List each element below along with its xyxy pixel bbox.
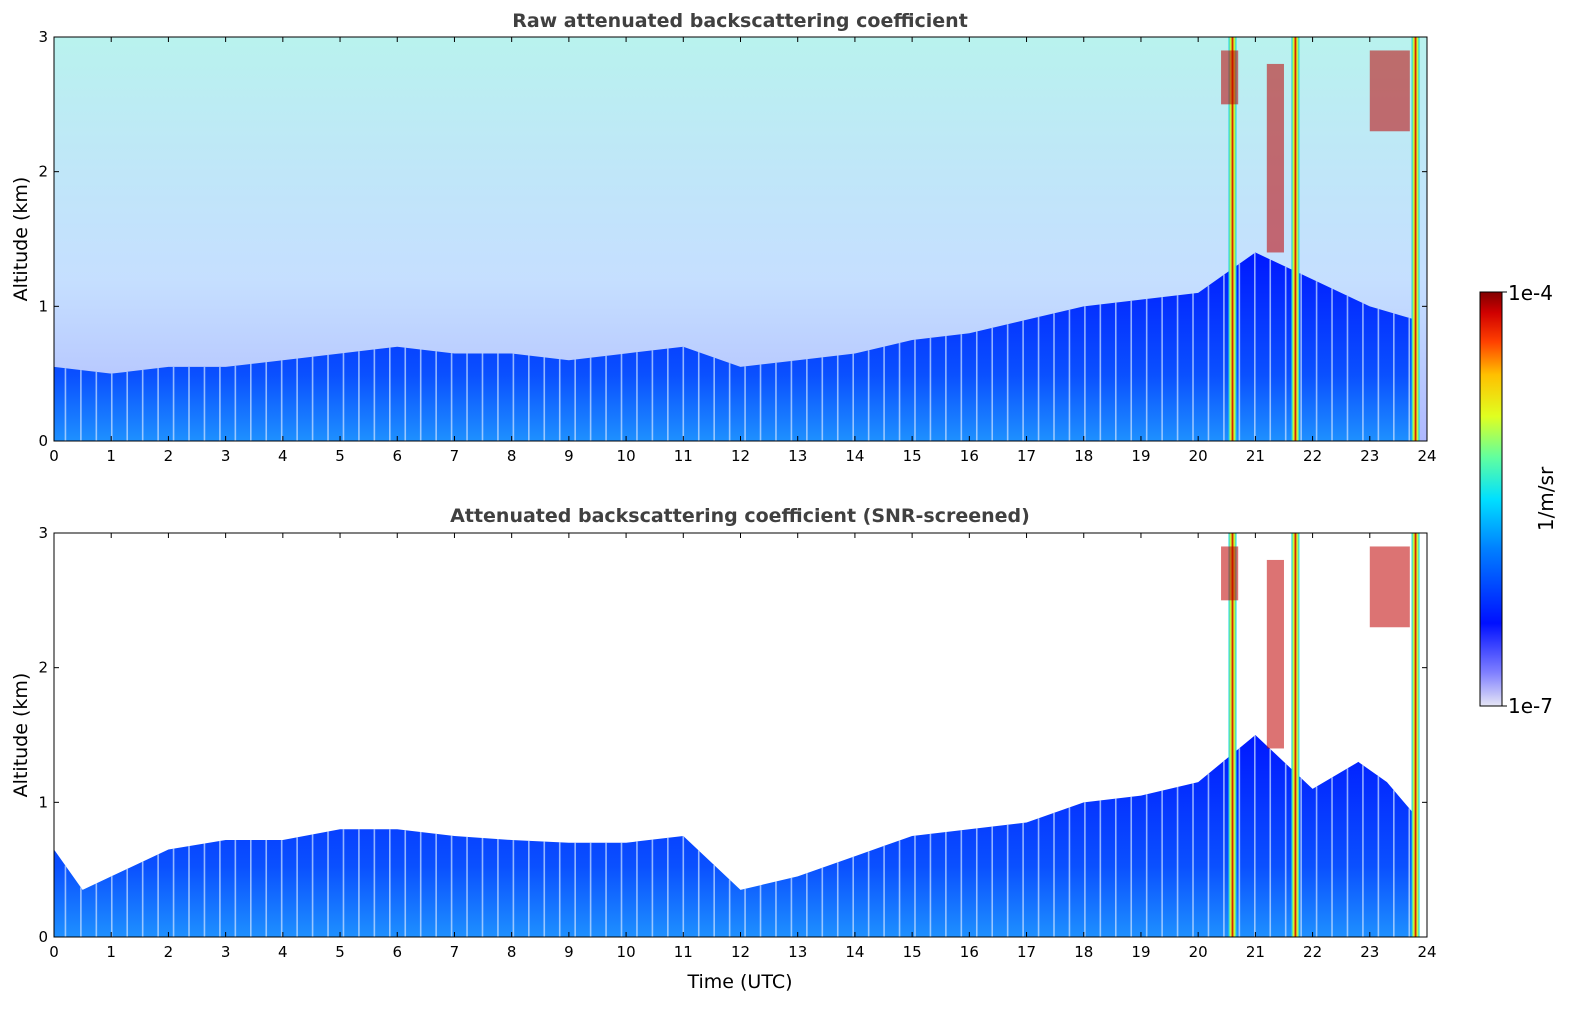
screened-y-axis: 0 1 2 3 [38,524,1427,946]
x-tick-label: 19 [1131,943,1150,961]
x-tick-label: 21 [1246,943,1265,961]
y-tick-label: 3 [38,28,48,46]
x-tick-label: 10 [617,943,636,961]
screened-y-axis-label: Altitude (km) [10,673,32,798]
x-tick-label: 12 [731,943,750,961]
colorbar-gradient [1479,291,1503,707]
x-tick-label: 18 [1074,447,1093,465]
x-tick-label: 9 [564,447,574,465]
cloud-patch [1369,50,1410,132]
x-tick-label: 23 [1360,943,1379,961]
colorbar-min-label: 1e-7 [1508,694,1553,718]
x-tick-label: 6 [392,943,402,961]
x-tick-label: 20 [1189,943,1208,961]
x-tick-label: 3 [221,447,231,465]
x-tick-label: 1 [106,447,116,465]
x-tick-label: 1 [106,943,116,961]
cloud-column [1291,37,1300,441]
x-axis-label: Time (UTC) [686,971,792,993]
boundary-layer-area [54,252,1416,441]
x-tick-label: 0 [49,943,59,961]
x-tick-label: 17 [1017,943,1036,961]
y-tick-label: 2 [38,659,48,677]
x-tick-label: 5 [335,447,345,465]
x-tick-label: 3 [221,943,231,961]
x-tick-label: 7 [450,447,460,465]
raw-chart-title: Raw attenuated backscattering coefficien… [512,10,968,32]
y-tick-label: 1 [38,793,48,811]
cloud-column [1411,533,1420,937]
y-tick-label: 0 [38,432,48,450]
x-tick-label: 4 [278,447,288,465]
x-tick-label: 0 [49,447,59,465]
raw-y-axis: 0 1 2 3 [38,28,1427,450]
x-tick-label: 6 [392,447,402,465]
x-tick-label: 15 [903,447,922,465]
y-tick-label: 0 [38,928,48,946]
x-tick-label: 22 [1303,447,1322,465]
colorbar-unit-label: 1/m/sr [1534,466,1558,531]
cloud-column [1228,37,1237,441]
x-tick-label: 14 [845,447,864,465]
raw-heatmap-area [54,37,1427,441]
raw-y-axis-label: Altitude (km) [10,177,32,302]
colorbar: 1e-4 1e-7 1/m/sr [1479,281,1558,718]
x-tick-label: 2 [164,447,174,465]
x-tick-label: 23 [1360,447,1379,465]
raw-backscatter-panel: Raw attenuated backscattering coefficien… [10,10,1437,465]
x-tick-label: 18 [1074,943,1093,961]
x-tick-label: 4 [278,943,288,961]
x-tick-label: 7 [450,943,460,961]
cloud-patch [1266,63,1284,253]
x-tick-label: 2 [164,943,174,961]
x-tick-label: 17 [1017,447,1036,465]
x-tick-label: 13 [788,447,807,465]
boundary-layer-area [54,735,1416,937]
x-tick-label: 19 [1131,447,1150,465]
x-tick-label: 22 [1303,943,1322,961]
x-tick-label: 12 [731,447,750,465]
x-tick-label: 9 [564,943,574,961]
x-tick-label: 16 [960,943,979,961]
x-tick-label: 8 [507,447,517,465]
cloud-patch [1369,546,1410,628]
x-tick-label: 20 [1189,447,1208,465]
colorbar-max-label: 1e-4 [1508,281,1553,305]
x-tick-label: 24 [1417,943,1436,961]
cloud-patch [1221,50,1239,105]
x-tick-label: 11 [674,943,693,961]
screened-x-axis: 0 1 2 3 4 5 6 7 8 9 10 11 12 13 14 15 16 17 18 19 20 21 22 23 24 [49,533,1437,961]
cloud-patch [1266,559,1284,749]
cloud-patch [1221,546,1239,601]
x-tick-label: 10 [617,447,636,465]
x-tick-label: 11 [674,447,693,465]
cloud-column [1228,533,1237,937]
cloud-column [1291,533,1300,937]
x-tick-label: 13 [788,943,807,961]
x-tick-label: 5 [335,943,345,961]
x-tick-label: 21 [1246,447,1265,465]
screened-chart-title: Attenuated backscattering coefficient (S… [450,505,1030,527]
y-tick-label: 3 [38,524,48,542]
x-tick-label: 14 [845,943,864,961]
y-tick-label: 1 [38,297,48,315]
screened-backscatter-panel: Attenuated backscattering coefficient (S… [10,505,1437,993]
x-tick-label: 8 [507,943,517,961]
x-tick-label: 16 [960,447,979,465]
screened-heatmap-area [54,533,1420,937]
raw-x-axis: 0 1 2 3 4 5 6 7 8 9 10 11 12 13 14 15 16 17 18 19 20 21 22 23 24 [49,37,1437,465]
cloud-column [1411,37,1420,441]
x-tick-label: 15 [903,943,922,961]
y-tick-label: 2 [38,163,48,181]
x-tick-label: 24 [1417,447,1436,465]
